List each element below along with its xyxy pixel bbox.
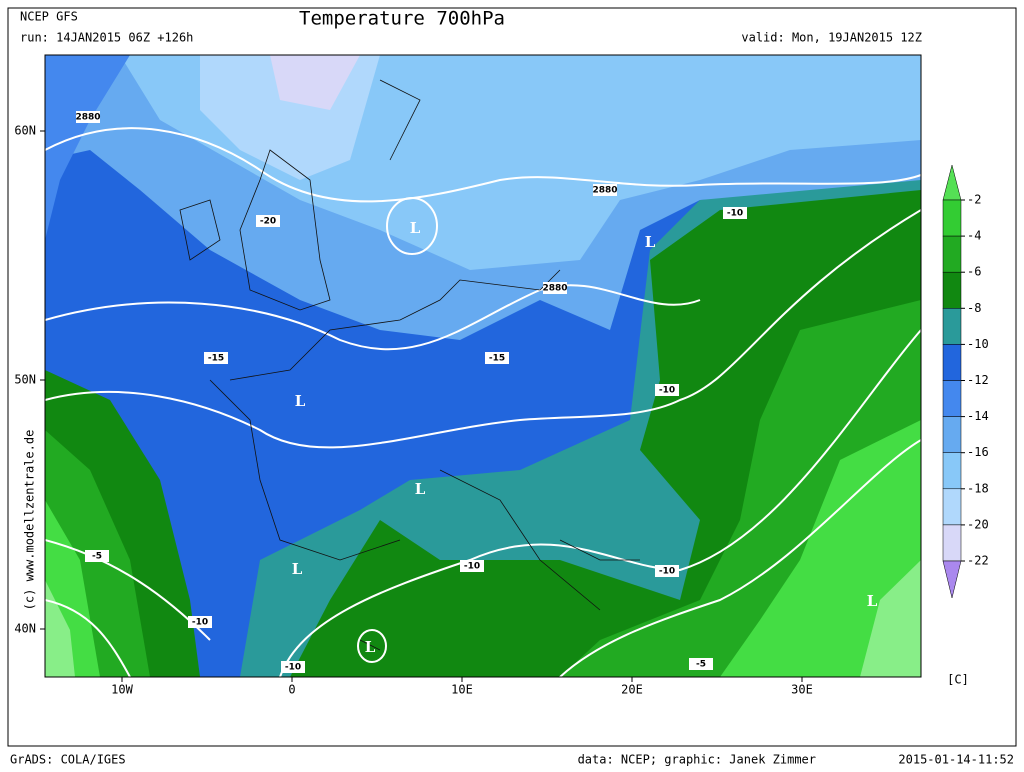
contour-label: -10 — [727, 209, 743, 219]
colorbar-top — [942, 164, 962, 201]
colorbar-segment — [942, 308, 962, 345]
colorbar-segment — [942, 380, 962, 417]
model: NCEP GFS — [20, 10, 78, 24]
colorbar-label: -4 — [967, 229, 981, 243]
contour-label-bg — [281, 661, 305, 673]
lat-label: 40N — [14, 622, 36, 636]
timestamp: 2015-01-14-11:52 — [898, 753, 1014, 767]
colorbar-label: -6 — [967, 265, 981, 279]
contour-label-bg — [655, 384, 679, 396]
contour-label-bg — [204, 352, 228, 364]
colorbar-label: -12 — [967, 373, 989, 387]
colorbar-label: -16 — [967, 445, 989, 459]
map-field — [45, 55, 921, 677]
contour-label-bg — [76, 111, 100, 123]
colorbar-label: -22 — [967, 554, 989, 568]
colorbar-label: -8 — [967, 301, 981, 315]
colorbar-segment — [942, 271, 962, 309]
contour-label-bg — [85, 550, 109, 562]
colorbar-segment — [942, 452, 962, 490]
map-border — [44, 54, 922, 678]
contour-label: -10 — [659, 567, 675, 577]
low-marker: L — [415, 480, 426, 498]
colorbar-segment — [942, 488, 962, 526]
contour-label-bg — [256, 215, 280, 227]
contour-label: -5 — [92, 552, 102, 562]
low-marker: L — [295, 392, 306, 410]
colorbar-bottom — [942, 560, 962, 599]
lat-label: 50N — [14, 373, 36, 387]
low-marker: L — [292, 560, 303, 578]
lon-label: 30E — [791, 683, 813, 697]
contour-label: -15 — [489, 354, 505, 364]
contour-label: 2880 — [542, 284, 567, 294]
lon-label: 10E — [451, 683, 473, 697]
copyright: (c) www.modellzentrale.de — [23, 430, 37, 611]
lon-label: 20E — [621, 683, 643, 697]
contour-label: -5 — [696, 660, 706, 670]
contour-label-bg — [593, 184, 617, 196]
valid-time: valid: Mon, 19JAN2015 12Z — [741, 31, 922, 45]
low-marker: L — [645, 233, 656, 251]
colorbar-segment — [942, 235, 962, 273]
contour-label: 2880 — [592, 186, 617, 196]
contour-label-bg — [655, 565, 679, 577]
lat-label: 60N — [14, 124, 36, 138]
colorbar-segment — [942, 199, 962, 237]
colorbar-label: -18 — [967, 481, 989, 495]
unit: [C] — [947, 673, 969, 687]
colorbar-label: -10 — [967, 337, 989, 351]
frame — [7, 7, 1017, 747]
colorbar-segment — [942, 344, 962, 381]
colorbar-segment — [942, 524, 962, 562]
title: Temperature 700hPa — [299, 8, 505, 30]
contour-label-bg — [485, 352, 509, 364]
contour-label: -10 — [659, 386, 675, 396]
contour-label-bg — [460, 560, 484, 572]
colorbar-segment — [942, 416, 962, 453]
colorbar-label: -2 — [967, 193, 981, 207]
credit: data: NCEP; graphic: Janek Zimmer — [578, 753, 816, 767]
low-marker: L — [410, 219, 421, 237]
contour-label: -10 — [285, 663, 301, 673]
contour-label-bg — [723, 207, 747, 219]
contour-label: 2880 — [75, 113, 100, 123]
lon-label: 10W — [111, 683, 133, 697]
low-marker: L — [867, 592, 878, 610]
contour-label-bg — [188, 616, 212, 628]
contour-label: -20 — [260, 217, 276, 227]
contour-label: -10 — [192, 618, 208, 628]
colorbar-label: -14 — [967, 409, 989, 423]
low-marker: L — [365, 638, 376, 656]
contour-label: -10 — [464, 562, 480, 572]
contour-label: -15 — [208, 354, 224, 364]
colorbar-label: -20 — [967, 517, 989, 531]
contour-label-bg — [689, 658, 713, 670]
contour-label-bg — [543, 282, 567, 294]
software: GrADS: COLA/IGES — [10, 753, 126, 767]
lon-label: 0 — [288, 683, 295, 697]
run: run: 14JAN2015 06Z +126h — [20, 31, 193, 45]
